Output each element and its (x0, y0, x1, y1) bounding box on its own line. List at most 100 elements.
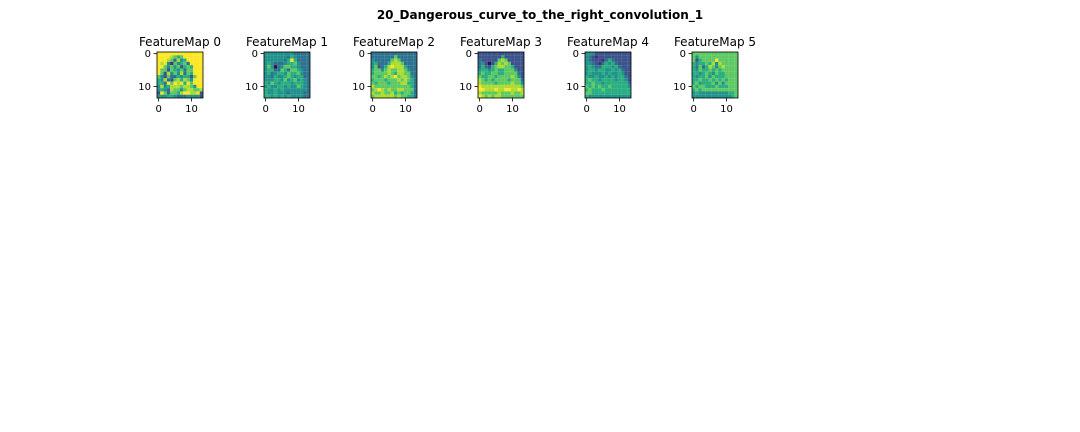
heatmap-cell (510, 78, 515, 82)
heatmap-cell (701, 81, 706, 85)
heatmap-cell (390, 65, 395, 69)
heatmap-cell (504, 68, 508, 72)
heatmap-cell (698, 78, 702, 82)
heatmap-cell (166, 52, 171, 56)
heatmap-cell (160, 84, 164, 89)
heatmap-cell (387, 88, 391, 92)
heatmap-cell (264, 75, 268, 79)
heatmap-cell (510, 55, 515, 59)
heatmap-cell (617, 71, 622, 76)
y-tick-label: 0 (145, 49, 151, 60)
heatmap-cell (189, 94, 194, 99)
heatmap-cell (624, 61, 628, 66)
heatmap-cell (290, 71, 294, 76)
heatmap-cell (371, 75, 375, 79)
heatmap-cell (170, 75, 174, 79)
heatmap-cell (384, 78, 388, 82)
heatmap-cell (724, 58, 729, 62)
heatmap-cell (157, 75, 161, 79)
heatmap-cell (193, 65, 197, 69)
heatmap-cell (698, 84, 702, 89)
heatmap-cell (390, 71, 395, 76)
heatmap-cell (494, 55, 498, 59)
heatmap-cell (711, 65, 716, 69)
heatmap-cell (591, 61, 595, 66)
heatmap-cell (270, 68, 274, 72)
heatmap-cell (170, 65, 174, 69)
heatmap-cell (400, 81, 404, 85)
heatmap-cell (514, 91, 518, 95)
heatmap-cell (708, 91, 712, 95)
heatmap-cell (601, 84, 605, 89)
heatmap-cell (608, 68, 612, 72)
heatmap-cell (397, 65, 401, 69)
heatmap-cell (708, 75, 712, 79)
heatmap-cell (293, 68, 297, 72)
heatmap-cell (277, 84, 281, 89)
heatmap-cell (724, 81, 729, 85)
heatmap-cell (598, 91, 602, 95)
heatmap-cell (692, 58, 696, 62)
heatmap-cell (303, 75, 307, 79)
x-tick-label: 10 (613, 104, 626, 115)
heatmap-cell (277, 52, 281, 56)
heatmap-cell (280, 68, 284, 72)
heatmap-cell (173, 81, 177, 85)
heatmap-cell (390, 61, 395, 66)
heatmap-cell (734, 94, 739, 99)
heatmap-cell (170, 88, 174, 92)
heatmap-cell (199, 58, 204, 62)
heatmap-cell (585, 88, 589, 92)
heatmap-cell (698, 75, 702, 79)
heatmap-cell (384, 91, 388, 95)
heatmap-cell (394, 84, 398, 89)
heatmap-cell (180, 58, 184, 62)
heatmap-cell (377, 91, 381, 95)
heatmap-cell (273, 78, 278, 82)
heatmap-cell (180, 61, 184, 66)
heatmap-cell (387, 68, 391, 72)
heatmap-cell (731, 81, 735, 85)
heatmap-cell (611, 75, 615, 79)
heatmap-cell (501, 61, 505, 66)
heatmap-cell (614, 68, 618, 72)
heatmap-cell (494, 94, 498, 99)
heatmap-cell (173, 91, 177, 95)
heatmap-cell (604, 88, 609, 92)
heatmap-cell (273, 91, 278, 95)
heatmap-cell (390, 75, 395, 79)
heatmap-cell (296, 68, 301, 72)
heatmap-cell (180, 94, 184, 99)
heatmap-cell (397, 58, 401, 62)
heatmap-cell (487, 88, 492, 92)
heatmap-cell (478, 55, 482, 59)
heatmap-cell (160, 94, 164, 99)
heatmap-cell (189, 75, 194, 79)
heatmap-cell (604, 91, 609, 95)
heatmap-cell (514, 65, 518, 69)
heatmap-cell (173, 75, 177, 79)
heatmap-cell (484, 58, 488, 62)
heatmap-cell (621, 78, 625, 82)
heatmap-cell (627, 88, 632, 92)
heatmap-cell (384, 55, 388, 59)
heatmap-cell (390, 91, 395, 95)
heatmap-cell (270, 52, 274, 56)
heatmap-cell (708, 68, 712, 72)
heatmap-cell (487, 84, 492, 89)
heatmap-cell (413, 58, 418, 62)
heatmap-cell (478, 81, 482, 85)
heatmap-cell (728, 52, 732, 56)
heatmap-cell (296, 58, 301, 62)
heatmap-cell (497, 78, 502, 82)
heatmap-cell (621, 68, 625, 72)
heatmap-cell (481, 78, 485, 82)
heatmap-cell (617, 81, 622, 85)
heatmap-cell (494, 71, 498, 76)
heatmap-cell (695, 68, 699, 72)
heatmap-cell (491, 81, 495, 85)
heatmap-cell (585, 65, 589, 69)
heatmap-cell (614, 78, 618, 82)
heatmap-cell (695, 88, 699, 92)
